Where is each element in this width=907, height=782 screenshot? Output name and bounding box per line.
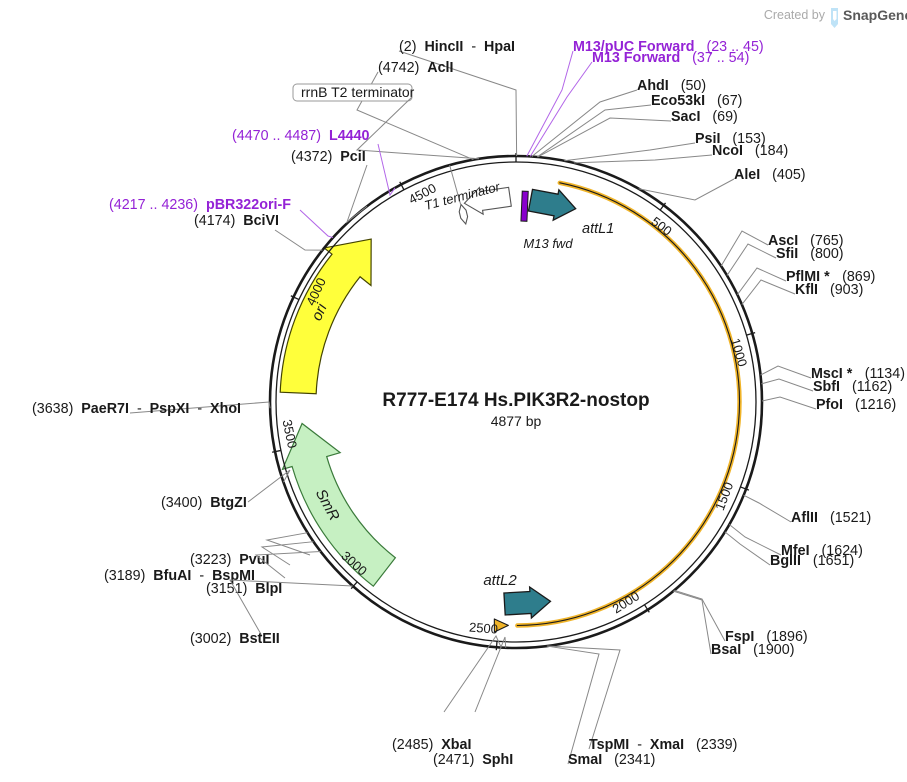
svg-text:SmaI: SmaI	[568, 752, 602, 768]
svg-text:(4742): (4742)	[378, 60, 419, 76]
svg-text:(37 .. 54): (37 .. 54)	[692, 50, 749, 66]
svg-text:PspXI: PspXI	[150, 401, 190, 417]
svg-text:BstEII: BstEII	[239, 631, 280, 647]
svg-text:XbaI: XbaI	[441, 737, 471, 753]
svg-text:(50): (50)	[681, 78, 706, 94]
svg-text:(3002): (3002)	[190, 631, 231, 647]
svg-text:1500: 1500	[712, 480, 736, 512]
svg-text:attL1: attL1	[582, 221, 614, 237]
svg-text:PciI: PciI	[340, 149, 365, 165]
svg-text:BglII: BglII	[770, 553, 801, 569]
svg-text:KflI: KflI	[795, 282, 818, 298]
svg-text:PfoI: PfoI	[816, 397, 843, 413]
svg-text:(800): (800)	[810, 246, 843, 262]
svg-text:BsaI: BsaI	[711, 642, 741, 658]
svg-text:1000: 1000	[728, 336, 750, 368]
svg-text:R777-E174 Hs.PIK3R2-nostop: R777-E174 Hs.PIK3R2-nostop	[382, 390, 649, 411]
svg-text:XhoI: XhoI	[210, 401, 241, 417]
svg-text:(2471): (2471)	[433, 752, 474, 768]
svg-text:BfuAI: BfuAI	[153, 568, 191, 584]
svg-text:pBR322ori-F: pBR322ori-F	[206, 197, 291, 213]
svg-text:M13 Forward: M13 Forward	[592, 50, 680, 66]
svg-text:-: -	[189, 401, 210, 417]
svg-text:L4440: L4440	[329, 128, 370, 144]
svg-text:(1900): (1900)	[753, 642, 794, 658]
svg-text:SacI: SacI	[671, 109, 700, 125]
svg-text:BtgZI: BtgZI	[210, 495, 247, 511]
svg-text:(69): (69)	[712, 109, 737, 125]
svg-text:2500: 2500	[469, 620, 499, 637]
svg-text:500: 500	[648, 214, 674, 239]
svg-text:(184): (184)	[755, 143, 788, 159]
svg-text:attL2: attL2	[483, 572, 517, 589]
svg-text:SfiI: SfiI	[776, 246, 798, 262]
svg-text:BlpI: BlpI	[255, 581, 282, 597]
svg-text:(1651): (1651)	[813, 553, 854, 569]
svg-text:(3223): (3223)	[190, 552, 231, 568]
svg-text:(4470 .. 4487): (4470 .. 4487)	[232, 128, 321, 144]
svg-text:Eco53kI: Eco53kI	[651, 93, 705, 109]
svg-text:2000: 2000	[610, 588, 642, 616]
svg-text:-: -	[463, 39, 484, 55]
svg-text:AleI: AleI	[734, 167, 760, 183]
svg-text:PaeR7I: PaeR7I	[81, 401, 129, 417]
svg-text:AhdI: AhdI	[637, 78, 669, 94]
svg-text:(903): (903)	[830, 282, 863, 298]
svg-text:(4217 .. 4236): (4217 .. 4236)	[109, 197, 198, 213]
svg-text:(3189): (3189)	[104, 568, 145, 584]
svg-text:(3400): (3400)	[161, 495, 202, 511]
svg-text:(3638): (3638)	[32, 401, 73, 417]
svg-text:(4372): (4372)	[291, 149, 332, 165]
svg-text:SnapGene: SnapGene	[843, 7, 907, 23]
svg-text:TspMI: TspMI	[589, 737, 629, 753]
svg-text:HincII: HincII	[424, 39, 463, 55]
svg-text:4877 bp: 4877 bp	[491, 413, 542, 429]
svg-text:(2341): (2341)	[614, 752, 655, 768]
svg-text:XmaI: XmaI	[650, 737, 684, 753]
svg-text:HpaI: HpaI	[484, 39, 515, 55]
svg-text:(2): (2)	[399, 39, 416, 55]
svg-text:(3151): (3151)	[206, 581, 247, 597]
svg-text:M13 fwd: M13 fwd	[523, 236, 573, 251]
svg-text:NcoI: NcoI	[712, 143, 743, 159]
svg-text:(405): (405)	[772, 167, 805, 183]
svg-text:rrnB T2 terminator: rrnB T2 terminator	[301, 84, 415, 100]
svg-text:-: -	[129, 401, 150, 417]
svg-text:AflII: AflII	[791, 510, 818, 526]
svg-text:(67): (67)	[717, 93, 742, 109]
svg-text:SphI: SphI	[482, 752, 513, 768]
svg-text:(4174): (4174)	[194, 213, 235, 229]
svg-text:BciVI: BciVI	[243, 213, 279, 229]
svg-text:3500: 3500	[280, 418, 301, 449]
svg-text:SbfI: SbfI	[813, 379, 840, 395]
svg-text:-: -	[629, 737, 650, 753]
svg-text:(1521): (1521)	[830, 510, 871, 526]
svg-text:AclI: AclI	[427, 60, 453, 76]
svg-text:(1216): (1216)	[855, 397, 896, 413]
svg-text:Created by: Created by	[764, 8, 826, 22]
svg-text:(2485): (2485)	[392, 737, 433, 753]
svg-text:(1162): (1162)	[852, 379, 892, 395]
svg-text:(2339): (2339)	[696, 737, 737, 753]
